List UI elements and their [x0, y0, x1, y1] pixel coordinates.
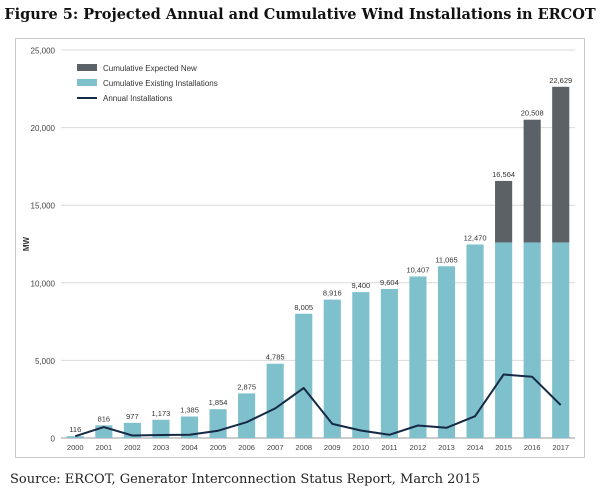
figure-title: Figure 5: Projected Annual and Cumulativ… — [4, 6, 596, 23]
bar-existing — [523, 242, 541, 438]
data-label: 22,629 — [549, 76, 572, 85]
bar-existing — [409, 276, 427, 438]
x-tick-label: 2008 — [295, 443, 312, 452]
data-label: 1,173 — [152, 409, 171, 418]
data-label: 2,875 — [237, 382, 256, 391]
bar-existing — [466, 244, 484, 438]
data-label: 1,385 — [180, 406, 199, 415]
data-label: 12,470 — [464, 233, 487, 242]
y-tick-label: 20,000 — [31, 124, 56, 133]
data-label: 1,854 — [209, 398, 228, 407]
data-label: 8,005 — [294, 303, 313, 312]
data-label: 16,564 — [492, 170, 515, 179]
legend-swatch — [77, 64, 97, 71]
bar-expected-new — [523, 119, 541, 243]
data-label: 116 — [69, 425, 81, 434]
x-tick-label: 2005 — [210, 443, 227, 452]
x-tick-label: 2015 — [495, 443, 512, 452]
data-label: 10,407 — [406, 265, 429, 274]
data-label: 9,400 — [351, 281, 370, 290]
y-tick-label: 25,000 — [31, 47, 56, 56]
x-tick-label: 2009 — [324, 443, 341, 452]
bar-expected-new — [552, 86, 570, 243]
x-tick-label: 2014 — [467, 443, 484, 452]
y-tick-label: 15,000 — [31, 202, 56, 211]
bar-existing — [495, 242, 513, 438]
y-axis-label: MW — [22, 236, 31, 251]
bar-existing — [352, 292, 370, 438]
bar-existing — [66, 436, 84, 438]
bar-existing — [180, 416, 199, 438]
data-label: 816 — [98, 414, 111, 423]
bar-existing — [266, 363, 284, 438]
x-tick-label: 2016 — [524, 443, 541, 452]
data-label: 11,065 — [435, 255, 457, 264]
legend-label: Cumulative Existing Installations — [103, 79, 218, 88]
x-tick-label: 2002 — [124, 443, 141, 452]
y-tick-label: 5,000 — [35, 357, 56, 366]
bar-existing — [295, 313, 313, 438]
legend-label: Annual Installations — [103, 94, 172, 103]
data-label: 9,604 — [380, 278, 399, 287]
legend-label: Cumulative Expected New — [103, 64, 197, 73]
wind-installations-chart: 0 5,000 10,000 15,000 20,000 25,000 MW 116 2000 8… — [22, 47, 575, 452]
x-tick-label: 2017 — [552, 443, 569, 452]
x-tick-label: 2006 — [238, 443, 255, 452]
legend-swatch — [77, 79, 97, 86]
x-tick-label: 2012 — [410, 443, 427, 452]
x-tick-label: 2011 — [381, 443, 397, 452]
x-tick-label: 2000 — [67, 443, 84, 452]
x-tick-label: 2001 — [95, 443, 112, 452]
data-label: 977 — [126, 412, 139, 421]
x-tick-label: 2013 — [438, 443, 455, 452]
bar-existing — [437, 266, 456, 438]
y-tick-label: 0 — [51, 435, 56, 444]
annual-installations-line — [74, 373, 562, 438]
bar-expected-new — [495, 180, 513, 243]
x-tick-label: 2007 — [267, 443, 284, 452]
bar-existing — [552, 242, 570, 438]
y-tick-label: 10,000 — [31, 279, 56, 288]
source-note: Source: ERCOT, Generator Interconnection… — [10, 472, 481, 487]
bar-existing — [380, 288, 398, 438]
data-label: 4,785 — [266, 353, 285, 362]
x-tick-label: 2003 — [153, 443, 170, 452]
data-label: 20,508 — [521, 109, 544, 118]
bar-existing — [323, 299, 341, 438]
bar-existing — [209, 409, 227, 438]
data-label: 8,916 — [323, 289, 342, 298]
x-tick-label: 2010 — [352, 443, 369, 452]
bar-existing — [238, 393, 256, 438]
bar-existing — [152, 419, 170, 438]
x-tick-label: 2004 — [181, 443, 198, 452]
